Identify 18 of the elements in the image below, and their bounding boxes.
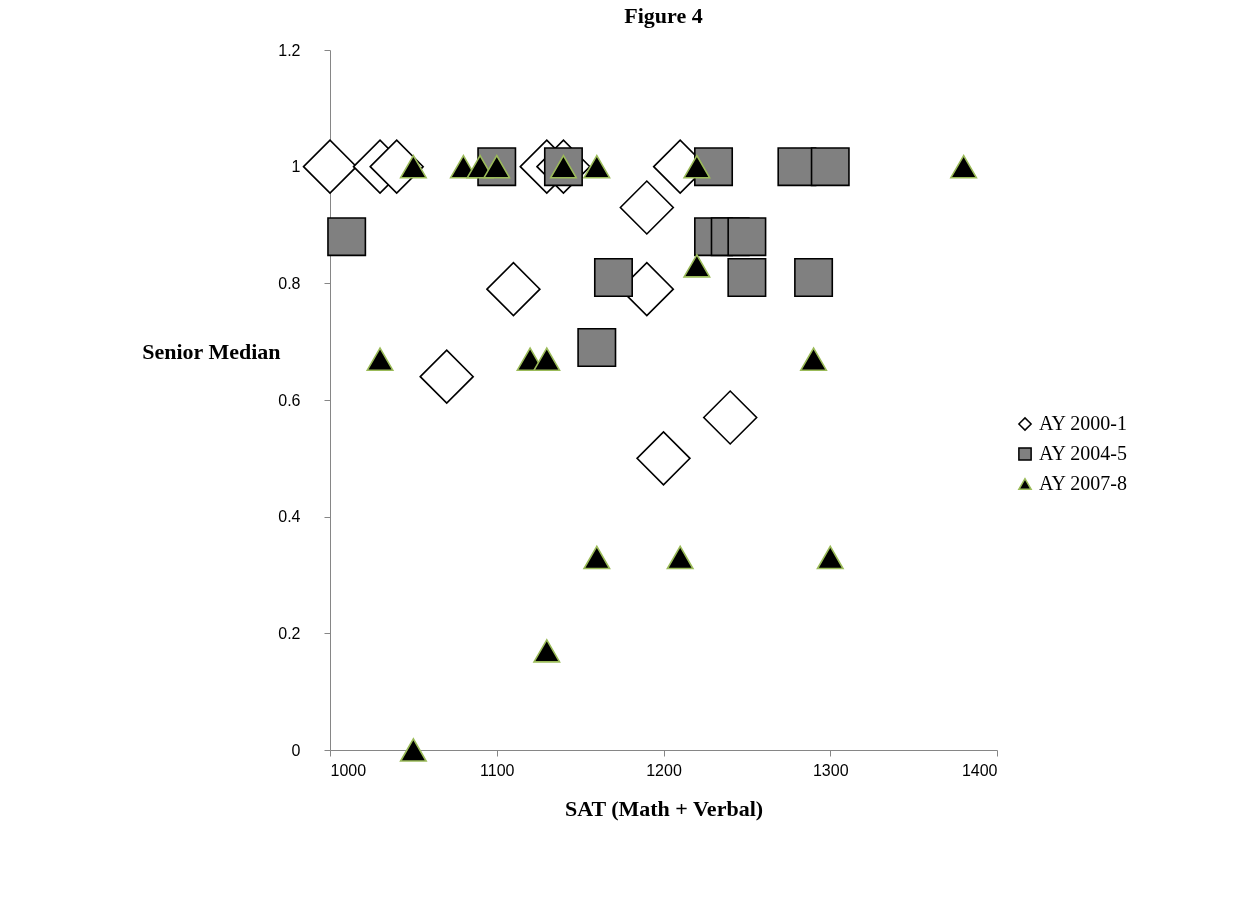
y-axis-title: Senior Median xyxy=(142,338,281,364)
x-axis-title: SAT (Math + Verbal) xyxy=(564,795,764,821)
y-tick-label: 0.2 xyxy=(278,624,301,642)
x-tick-label: 1000 xyxy=(330,761,367,779)
x-tick-label: 1400 xyxy=(961,761,998,779)
x-tick-label: 1300 xyxy=(812,761,849,779)
legend-label: AY 2000-1 xyxy=(1039,412,1127,434)
y-tick-label: 1.2 xyxy=(278,41,301,59)
y-tick-label: 0.8 xyxy=(278,274,301,292)
y-tick-label: 0.6 xyxy=(278,391,301,409)
chart-title: Figure 4 xyxy=(624,3,703,28)
x-tick-label: 1100 xyxy=(480,761,515,779)
y-tick-label: 0 xyxy=(291,741,301,759)
y-tick-label: 1 xyxy=(291,158,301,176)
legend-label: AY 2004-5 xyxy=(1039,442,1127,464)
y-tick-label: 0.4 xyxy=(278,508,301,526)
legend-label: AY 2007-8 xyxy=(1039,472,1127,494)
x-tick-label: 1200 xyxy=(646,761,682,779)
